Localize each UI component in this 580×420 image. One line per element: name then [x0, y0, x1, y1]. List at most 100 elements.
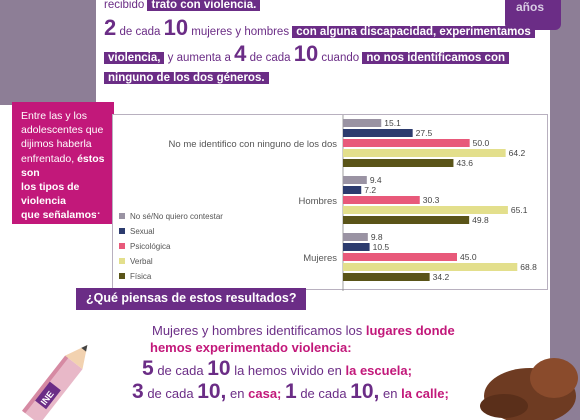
legend-swatch	[119, 228, 125, 234]
pencil-stripe	[22, 355, 69, 414]
pencil-label	[35, 381, 61, 410]
choco-shape-2	[530, 358, 578, 398]
intro-line2-mid: mujeres y hombres	[191, 26, 290, 38]
data-label: 50.0	[473, 138, 490, 148]
places-line3-de: de cada	[157, 363, 204, 378]
frame-right	[550, 0, 580, 420]
side-line1: Entre las y los	[21, 110, 87, 122]
choco-shape-3	[480, 394, 528, 418]
data-label: 45.0	[460, 252, 477, 262]
places-line4-bold: casa;	[248, 386, 282, 401]
intro-line3-de: de cada	[249, 52, 291, 64]
bar	[343, 196, 420, 204]
places-line3-bold: la escuela;	[345, 363, 412, 378]
data-label: 30.3	[423, 195, 440, 205]
data-label: 10.5	[373, 242, 390, 252]
data-label: 15.1	[384, 118, 401, 128]
pencil-illustration: INE	[22, 345, 88, 420]
data-label: 9.8	[371, 232, 383, 242]
legend-label: Sexual	[130, 227, 155, 236]
bar	[343, 129, 413, 137]
data-label: 9.4	[370, 175, 382, 185]
legend-label: Psicológica	[130, 242, 171, 251]
intro-line3-num2: 10	[293, 41, 319, 66]
violence-type-bar-chart: No me identifico con ninguno de los dos 1…	[119, 115, 537, 291]
bar	[343, 119, 382, 127]
bar	[343, 176, 367, 184]
chocolate-decoration	[480, 358, 578, 420]
bar	[343, 139, 470, 147]
places-line3-mid: la hemos vivido en	[234, 363, 342, 378]
data-label: 7.2	[364, 185, 376, 195]
data-label: 49.8	[472, 215, 489, 225]
data-label: 27.5	[416, 128, 433, 138]
legend-label: Verbal	[130, 257, 153, 266]
side-line2: adolescentes que	[21, 124, 104, 137]
intro-line2-de: de cada	[119, 26, 161, 38]
side-line4: enfrentado,	[21, 152, 75, 165]
intro-line3-num1: 4	[234, 41, 247, 66]
places-line4-de: de cada	[147, 386, 194, 401]
intro-line2-highlight: con alguna discapacidad, experimentamos	[292, 26, 535, 38]
bar	[343, 243, 370, 251]
places-line4-num4: 10,	[350, 380, 380, 403]
side-callout: Entre las y los adolescentes que dijimos…	[12, 102, 114, 224]
intro-line2-num2: 10	[163, 15, 189, 40]
data-label: 43.6	[456, 158, 473, 168]
side-callout-notch	[96, 214, 106, 224]
category-label: Mujeres	[303, 253, 337, 264]
data-label: 34.2	[433, 272, 450, 282]
places-line4-mid2: en	[383, 386, 398, 401]
intro-line2-num1: 2	[104, 15, 117, 40]
legend-swatch	[119, 243, 125, 249]
places-line4-num1: 3	[132, 380, 144, 403]
intro-line1-pre: recibido	[104, 0, 145, 11]
bar	[343, 206, 508, 214]
intro-line3-mid: y aumenta a	[167, 52, 231, 64]
legend-swatch	[119, 273, 125, 279]
bar	[343, 273, 430, 281]
places-text: Mujeres y hombres identificamos los luga…	[132, 322, 552, 402]
intro-line1-highlight: trato con violencia.	[147, 0, 261, 11]
bar	[343, 263, 518, 271]
places-line2-bold: hemos experimentado violencia:	[150, 340, 352, 355]
intro-line4-highlight: ninguno de los dos géneros.	[104, 72, 269, 84]
data-label: 68.8	[520, 262, 537, 272]
side-line4-bold: éstos son	[21, 152, 105, 179]
intro-line3-post: cuando	[321, 52, 360, 64]
places-line4-de2: de cada	[300, 386, 347, 401]
chart-panel: No me identifico con ninguno de los dos 1…	[112, 114, 548, 291]
places-line4-bold2: la calle;	[401, 386, 449, 401]
places-line4-num2: 10,	[197, 380, 227, 403]
frame-strip	[0, 0, 96, 105]
side-line5-bold: los tipos de violencia	[21, 181, 80, 208]
legend-swatch	[119, 258, 125, 264]
bar	[343, 186, 362, 194]
age-badge	[505, 0, 561, 30]
legend-swatch	[119, 213, 125, 219]
places-line4-num3: 1	[285, 380, 297, 403]
places-line1-pre: Mujeres y hombres identificamos los	[152, 323, 363, 338]
intro-text: recibido trato con violencia. 2 de cada …	[104, 0, 544, 88]
bar	[343, 149, 506, 157]
side-line3: dijimos haberla	[21, 138, 92, 151]
places-line3-num1: 5	[142, 357, 154, 380]
legend-label: Física	[130, 272, 152, 281]
category-label: Hombres	[298, 196, 337, 207]
legend-label: No sé/No quiero contestar	[130, 212, 223, 221]
data-label: 64.2	[509, 148, 526, 158]
data-label: 65.1	[511, 205, 528, 215]
bar	[343, 159, 454, 167]
bar	[343, 253, 457, 261]
age-badge-text: años	[516, 0, 545, 14]
intro-line3-highlight: violencia,	[104, 52, 165, 64]
pencil-tip	[65, 345, 88, 370]
bar	[343, 233, 368, 241]
category-label: No me identifico con ninguno de los dos	[169, 139, 338, 150]
pencil-lead	[81, 345, 88, 352]
places-line1-bold: lugares donde	[365, 323, 455, 338]
bar	[343, 216, 470, 224]
side-line6-bold: que señalamos:	[21, 209, 101, 222]
places-line4-mid: en	[230, 386, 245, 401]
places-line3-num2: 10	[207, 357, 231, 380]
